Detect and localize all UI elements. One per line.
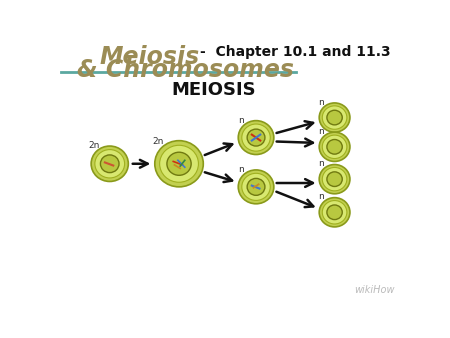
Ellipse shape [247, 129, 265, 146]
Ellipse shape [242, 124, 270, 151]
Ellipse shape [319, 103, 350, 132]
Ellipse shape [238, 170, 274, 204]
Text: n: n [238, 116, 243, 125]
Ellipse shape [167, 152, 191, 175]
Text: wikiHow: wikiHow [354, 285, 394, 295]
Ellipse shape [327, 140, 342, 154]
Ellipse shape [322, 135, 347, 159]
Text: MEIOSIS: MEIOSIS [171, 81, 256, 99]
Text: n: n [319, 98, 324, 106]
Ellipse shape [322, 200, 347, 224]
Ellipse shape [155, 141, 203, 187]
Text: n: n [238, 165, 243, 174]
Text: n: n [319, 159, 324, 168]
Ellipse shape [319, 165, 350, 194]
Ellipse shape [95, 150, 125, 178]
Ellipse shape [91, 146, 128, 182]
Text: 2n: 2n [88, 142, 99, 150]
Ellipse shape [322, 167, 347, 191]
Ellipse shape [322, 106, 347, 129]
Ellipse shape [242, 173, 270, 200]
Ellipse shape [327, 205, 342, 220]
Ellipse shape [319, 198, 350, 227]
Text: Meiosis: Meiosis [100, 45, 200, 69]
Text: n: n [319, 127, 324, 136]
Ellipse shape [238, 121, 274, 154]
Ellipse shape [327, 172, 342, 187]
Text: -  Chapter 10.1 and 11.3: - Chapter 10.1 and 11.3 [200, 45, 391, 59]
Text: 2n: 2n [153, 138, 164, 146]
Text: & Chromosomes: & Chromosomes [76, 58, 293, 82]
Ellipse shape [327, 110, 342, 125]
Ellipse shape [160, 145, 198, 182]
Ellipse shape [319, 132, 350, 162]
Ellipse shape [247, 178, 265, 195]
Ellipse shape [100, 155, 119, 173]
Text: n: n [319, 192, 324, 201]
